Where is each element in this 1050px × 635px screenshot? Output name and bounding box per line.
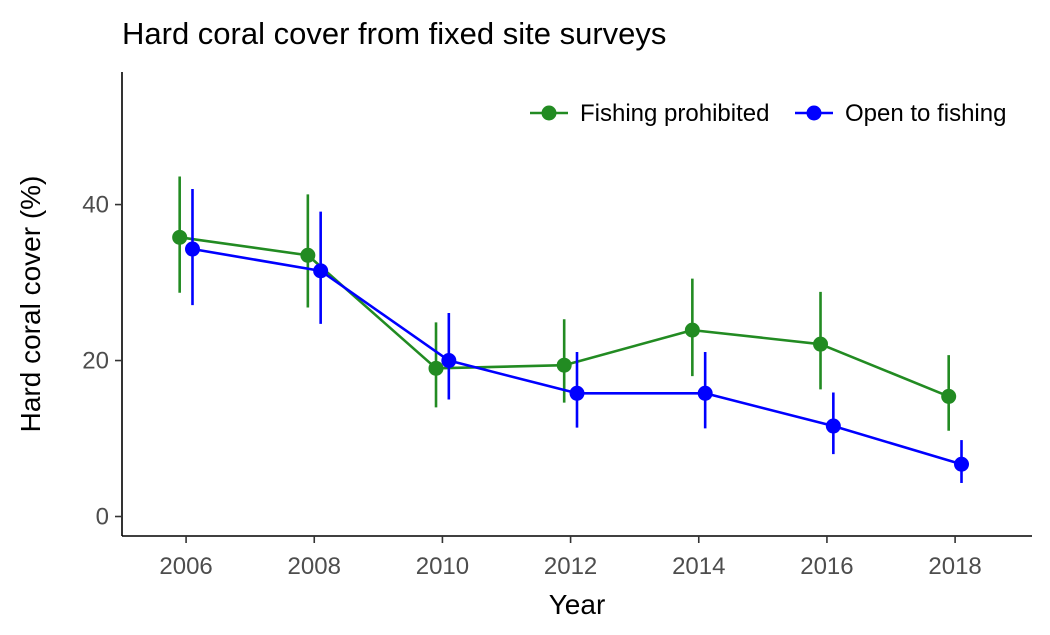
x-tick-label: 2012 bbox=[544, 553, 597, 580]
legend-label: Open to fishing bbox=[845, 100, 1006, 127]
data-point bbox=[313, 263, 329, 279]
data-point bbox=[954, 456, 970, 472]
x-tick-label: 2006 bbox=[159, 553, 212, 580]
legend-label: Fishing prohibited bbox=[580, 100, 769, 127]
x-ticks: 2006 2008 2010 2012 2014 2016 2018 bbox=[159, 536, 982, 580]
y-axis-title: Hard coral cover (%) bbox=[15, 176, 46, 433]
data-point bbox=[825, 418, 841, 434]
y-tick-label: 40 bbox=[82, 192, 109, 219]
legend-key-point bbox=[541, 105, 557, 121]
legend: Fishing prohibited Open to fishing bbox=[530, 100, 1006, 127]
x-axis-title: Year bbox=[549, 589, 606, 620]
x-tick-label: 2008 bbox=[288, 553, 341, 580]
y-tick-label: 0 bbox=[96, 504, 109, 531]
y-tick-label: 20 bbox=[82, 348, 109, 375]
legend-item: Fishing prohibited bbox=[530, 100, 769, 127]
series-fishing-prohibited bbox=[172, 176, 957, 431]
chart-title: Hard coral cover from fixed site surveys bbox=[122, 16, 666, 51]
series-layer bbox=[172, 176, 970, 483]
axes bbox=[121, 72, 1032, 537]
legend-item: Open to fishing bbox=[795, 100, 1006, 127]
x-tick-label: 2016 bbox=[800, 553, 853, 580]
data-point bbox=[556, 357, 572, 373]
data-point bbox=[569, 385, 585, 401]
series-open-to-fishing bbox=[184, 188, 970, 483]
data-point bbox=[941, 388, 957, 404]
data-point bbox=[684, 322, 700, 338]
data-point bbox=[428, 360, 444, 376]
x-tick-label: 2018 bbox=[928, 553, 981, 580]
x-tick-label: 2010 bbox=[416, 553, 469, 580]
y-ticks: 0 20 40 bbox=[82, 192, 122, 531]
data-point bbox=[184, 241, 200, 257]
x-tick-label: 2014 bbox=[672, 553, 725, 580]
data-point bbox=[172, 229, 188, 245]
data-point bbox=[697, 385, 713, 401]
data-point bbox=[441, 353, 457, 369]
legend-key-point bbox=[806, 105, 822, 121]
data-point bbox=[813, 336, 829, 352]
data-point bbox=[300, 247, 316, 263]
